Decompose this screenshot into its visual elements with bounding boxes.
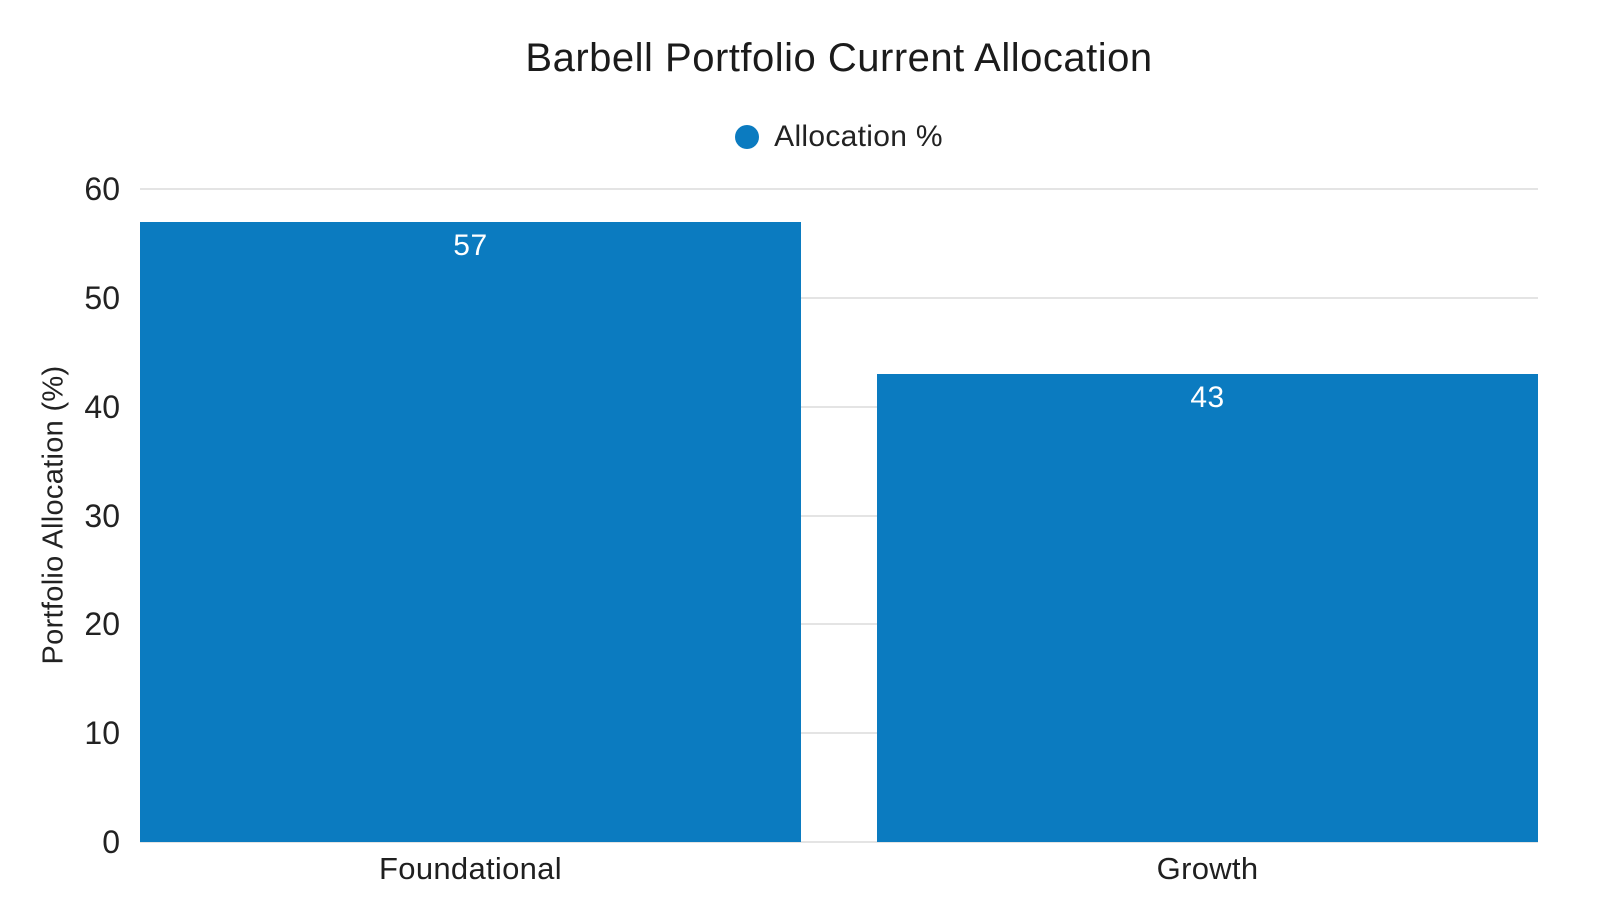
gridline: [140, 514, 1538, 517]
gridline: [140, 296, 1538, 299]
legend-marker-icon: [735, 125, 760, 149]
legend: Allocation %: [140, 120, 1538, 154]
plot-area: 57 43: [140, 188, 1538, 843]
gridline: [140, 841, 1538, 843]
legend-label: Allocation %: [774, 120, 943, 153]
x-axis-tick-labels: Foundational Growth: [140, 851, 1538, 887]
gridline: [140, 732, 1538, 735]
y-axis-tick-labels: 0 10 20 30 40 50 60: [0, 173, 120, 858]
x-tick-label: Foundational: [379, 851, 562, 886]
y-tick-label: 50: [84, 279, 120, 316]
y-tick-label: 40: [84, 388, 120, 425]
gridline: [140, 188, 1538, 190]
bar-value-label: 43: [1190, 381, 1225, 415]
bar-growth: 43: [877, 374, 1538, 842]
y-tick-label: 30: [84, 497, 120, 534]
bars-group: 57 43: [140, 189, 1538, 842]
gridline: [140, 623, 1538, 626]
y-tick-label: 20: [84, 606, 120, 643]
y-tick-label: 10: [84, 715, 120, 752]
chart-title: Barbell Portfolio Current Allocation: [525, 36, 1153, 80]
legend-item: Allocation %: [735, 120, 943, 154]
x-tick-label: Growth: [1156, 851, 1259, 886]
y-tick-label: 0: [102, 824, 120, 860]
bar-value-label: 57: [453, 228, 488, 262]
gridline: [140, 405, 1538, 408]
bar-foundational: 57: [140, 221, 801, 842]
y-tick-label: 60: [84, 171, 120, 207]
